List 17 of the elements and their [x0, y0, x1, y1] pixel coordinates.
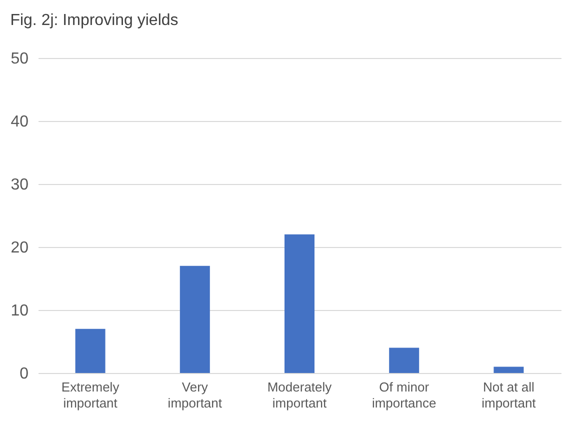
- y-tick-label: 30: [10, 176, 29, 194]
- x-tick-label: Of minor importance: [372, 380, 436, 410]
- bar: [75, 328, 106, 373]
- y-tick-label: 0: [20, 366, 29, 382]
- chart-title: Fig. 2j: Improving yields: [10, 12, 178, 29]
- y-tick-label: 10: [10, 302, 29, 320]
- bar: [389, 348, 420, 373]
- x-tick-label: Extremely important: [61, 380, 120, 410]
- bar: [284, 234, 314, 373]
- x-tick-label: Not at all important: [482, 380, 536, 410]
- x-tick-label: Moderately important: [267, 380, 332, 410]
- y-tick-label: 40: [10, 114, 29, 130]
- bar: [180, 266, 210, 373]
- y-tick-label: 20: [10, 240, 29, 256]
- y-tick-label: 50: [10, 50, 29, 68]
- x-tick-label: Very important: [168, 380, 222, 410]
- bar: [494, 366, 524, 373]
